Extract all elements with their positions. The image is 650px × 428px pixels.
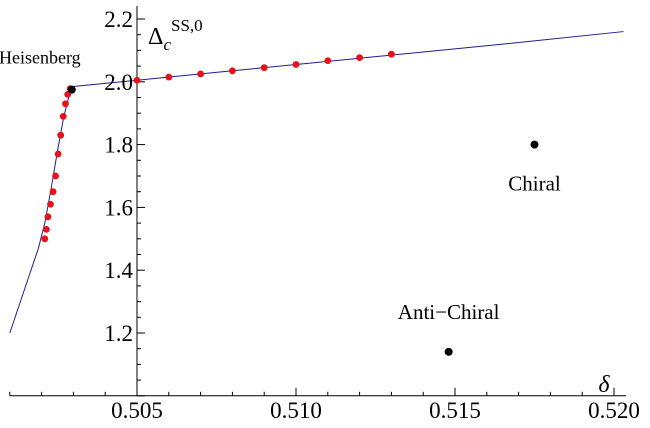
red-data-point [42, 225, 50, 233]
y-tick-label: 1.6 [104, 195, 133, 220]
red-data-point [356, 54, 363, 62]
y-tick-label: 1.2 [104, 321, 133, 346]
red-data-point [57, 131, 65, 139]
annotation-label: Heisenberg [0, 48, 81, 68]
red-data-point [324, 57, 332, 65]
red-points-layer [41, 50, 395, 243]
red-data-point [388, 50, 395, 58]
y-tick-label: 2.0 [104, 70, 133, 95]
annotation-label: Anti−Chiral [398, 300, 500, 324]
red-data-point [292, 61, 300, 68]
axes [9, 6, 626, 397]
red-data-point [44, 213, 52, 221]
red-data-point [197, 70, 205, 78]
red-data-point [59, 112, 67, 120]
x-tick-label: 0.515 [429, 398, 481, 423]
red-data-point [52, 172, 59, 180]
red-data-point [133, 76, 141, 84]
y-axis-title: ΔcSS,0 [148, 16, 203, 54]
labels-layer: 0.505 0.510 0.515 0.520 1.2 1.4 1.6 1.8 2.0 2.2 δ Δ… [0, 7, 640, 423]
red-data-point [54, 150, 62, 158]
black-points-layer [67, 85, 539, 356]
red-data-point [41, 235, 49, 243]
x-tick-label: 0.520 [588, 398, 640, 423]
annotation-label: Chiral [508, 172, 561, 196]
x-axis-title: δ [598, 372, 610, 398]
red-data-point [229, 67, 236, 75]
red-data-point [62, 100, 69, 108]
y-tick-label: 1.4 [104, 258, 133, 283]
y-tick-label: 2.2 [104, 7, 133, 32]
red-data-point [165, 73, 173, 81]
red-data-point [260, 64, 268, 72]
x-tick-label: 0.510 [270, 398, 322, 423]
black-data-point [67, 85, 76, 94]
x-tick-label: 0.505 [111, 398, 163, 423]
black-data-point [444, 347, 453, 356]
black-data-point [530, 140, 539, 149]
red-data-point [47, 200, 54, 208]
red-data-point [49, 188, 57, 196]
y-tick-label: 1.8 [104, 133, 133, 158]
